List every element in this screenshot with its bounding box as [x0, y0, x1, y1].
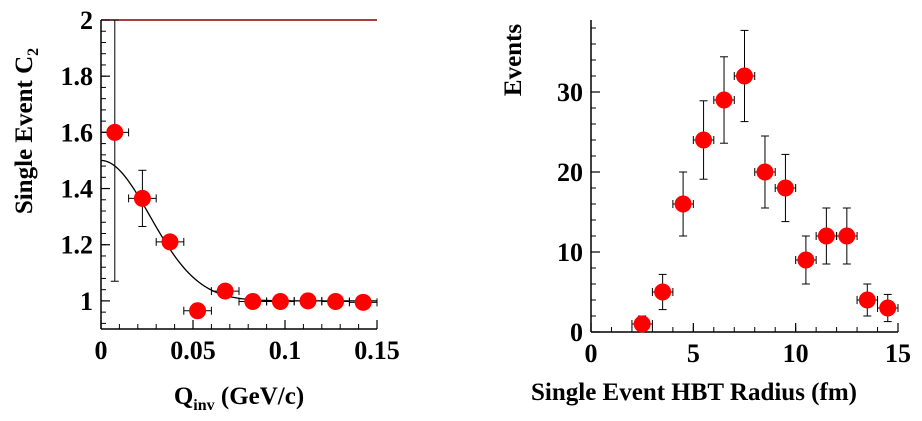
data-point — [293, 292, 323, 310]
data-point — [155, 233, 185, 251]
left-tick-marks — [100, 19, 378, 329]
data-point — [651, 273, 674, 311]
right-chart-events-vs-radius: 0 5 10 15 0 10 20 30 Events Single Event HBT Ra… — [500, 20, 911, 406]
data-point — [128, 169, 157, 227]
data-point — [733, 29, 756, 123]
data-marker — [817, 227, 835, 245]
data-marker — [354, 293, 372, 311]
data-marker — [106, 123, 124, 141]
data-marker — [327, 292, 345, 310]
data-marker — [879, 299, 897, 317]
data-point — [238, 292, 268, 310]
y-tick-label: 20 — [557, 158, 583, 187]
x-tick-label: 0 — [95, 336, 108, 365]
data-marker — [161, 233, 179, 251]
x-tick-label: 5 — [687, 339, 700, 368]
y-tick-label: 30 — [557, 78, 583, 107]
right-tick-marks — [590, 91, 899, 333]
x-tick-label: 0.1 — [269, 336, 302, 365]
y-tick-label: 2 — [80, 6, 93, 35]
data-point — [877, 293, 899, 323]
x-tick-label: 0.05 — [170, 336, 216, 365]
y-tick-label: 0 — [570, 318, 583, 347]
data-marker — [244, 292, 262, 310]
data-point — [348, 293, 378, 311]
right-y-axis-label: Events — [500, 24, 527, 97]
data-point — [856, 283, 879, 317]
data-marker — [858, 291, 876, 309]
data-point — [774, 153, 797, 223]
data-marker — [736, 67, 753, 85]
data-point — [183, 302, 212, 320]
right-data-points — [631, 29, 899, 333]
data-point — [321, 292, 350, 310]
data-marker — [756, 163, 774, 181]
left-data-points — [100, 19, 378, 320]
data-marker — [133, 189, 151, 207]
data-marker — [797, 251, 815, 269]
data-marker — [271, 292, 289, 310]
y-tick-label: 1.8 — [61, 62, 94, 91]
data-point — [713, 56, 735, 144]
data-marker — [216, 282, 234, 300]
data-point — [266, 292, 295, 310]
data-marker — [715, 91, 733, 109]
data-marker — [299, 292, 317, 310]
data-marker — [633, 315, 651, 333]
data-marker — [695, 131, 713, 149]
data-point — [754, 135, 776, 209]
x-tick-label: 15 — [885, 339, 911, 368]
x-tick-label: 0.15 — [354, 336, 400, 365]
x-tick-label: 0 — [585, 339, 598, 368]
data-point — [100, 19, 130, 282]
left-x-axis-label: Qinv (GeV/c) — [174, 383, 304, 414]
left-chart-c2-vs-qinv: 0 0.05 0.1 0.15 1 1.2 1.4 1.6 1.8 2 Single Event … — [11, 6, 400, 414]
data-point — [836, 207, 858, 265]
data-marker — [654, 283, 672, 301]
left-y-axis-label: Single Event C2 — [11, 48, 42, 214]
data-point — [795, 235, 817, 285]
data-point — [672, 171, 694, 237]
y-tick-label: 1 — [80, 287, 93, 316]
data-marker — [674, 195, 692, 213]
y-tick-label: 1.6 — [61, 118, 94, 147]
right-tick-labels: 0 5 10 15 0 10 20 30 — [557, 78, 911, 368]
data-point — [815, 207, 838, 265]
y-tick-label: 1.2 — [61, 231, 94, 260]
data-marker — [189, 302, 207, 320]
y-tick-label: 10 — [557, 238, 583, 267]
y-tick-label: 1.4 — [61, 175, 94, 204]
data-marker — [776, 179, 794, 197]
left-tick-labels: 0 0.05 0.1 0.15 1 1.2 1.4 1.6 1.8 2 — [61, 6, 400, 365]
x-tick-label: 10 — [783, 339, 809, 368]
data-marker — [838, 227, 856, 245]
right-x-axis-label: Single Event HBT Radius (fm) — [531, 379, 857, 406]
data-point — [210, 282, 240, 300]
data-point — [631, 315, 653, 333]
data-point — [692, 100, 715, 180]
